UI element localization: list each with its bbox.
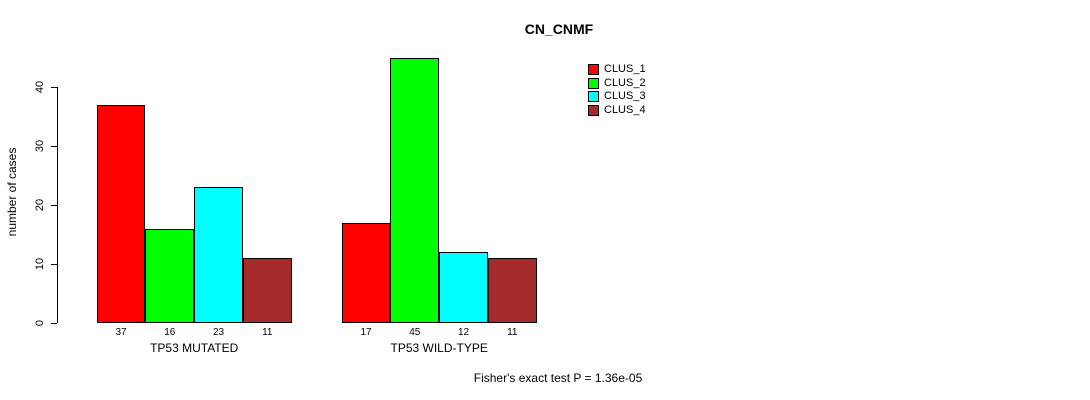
bar-clus_3	[439, 252, 488, 323]
y-axis-tick	[51, 145, 57, 147]
y-axis-tick-label: 10	[34, 257, 46, 271]
bar-value-label: 11	[262, 327, 273, 338]
legend-label-clus_4: CLUS_4	[604, 103, 646, 116]
chart-title: CN_CNMF	[524, 21, 594, 37]
bar-clus_4	[242, 258, 292, 323]
y-axis-line	[56, 87, 58, 323]
bar-value-label: 37	[115, 327, 127, 338]
legend-label-clus_1: CLUS_1	[604, 63, 646, 75]
y-axis-tick	[51, 263, 57, 265]
bar-clus_1	[341, 222, 391, 323]
bar-value-label: 45	[409, 327, 421, 338]
legend-swatch-clus_3	[588, 91, 599, 102]
legend-label-clus_2: CLUS_2	[604, 76, 646, 89]
y-axis-tick	[51, 204, 57, 206]
bar-value-label: 17	[360, 327, 372, 338]
legend-swatch-clus_1	[588, 64, 599, 75]
bar-clus_3	[194, 187, 243, 323]
y-axis-tick	[51, 322, 57, 324]
x-category-label: TP53 WILD-TYPE	[390, 341, 488, 355]
bar-value-label: 16	[164, 327, 176, 338]
x-category-label: TP53 MUTATED	[150, 341, 239, 355]
legend-swatch-clus_2	[588, 77, 599, 89]
bar-value-label: 11	[507, 327, 518, 338]
bar-clus_4	[487, 258, 537, 323]
fisher-test-annotation: Fisher's exact test P = 1.36e-05	[473, 371, 643, 385]
bar-clus_1	[96, 104, 146, 323]
y-axis-tick-label: 40	[34, 80, 46, 94]
y-axis-tick-label: 20	[34, 198, 46, 212]
y-axis-tick-label: 30	[34, 139, 46, 153]
y-axis-label: number of cases	[5, 147, 19, 237]
legend-swatch-clus_4	[588, 104, 599, 116]
bar-clus_2	[145, 228, 195, 323]
bar-value-label: 23	[213, 327, 225, 338]
y-axis-tick	[51, 86, 57, 88]
bar-clus_2	[390, 57, 440, 323]
y-axis-tick-label: 0	[34, 319, 46, 327]
bar-value-label: 12	[458, 327, 470, 338]
legend-label-clus_3: CLUS_3	[604, 90, 646, 102]
